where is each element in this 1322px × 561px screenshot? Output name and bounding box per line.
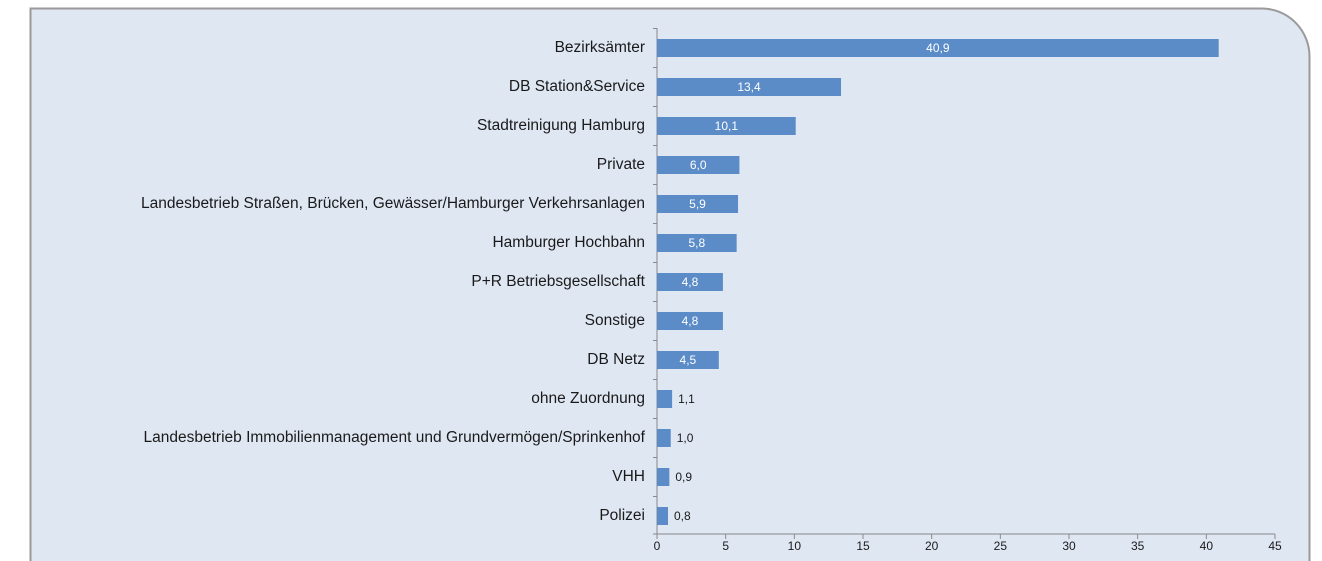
value-label: 40,9 [926, 41, 950, 55]
bar [657, 117, 796, 135]
category-label: Hamburger Hochbahn [492, 234, 645, 251]
x-tick-label: 15 [856, 539, 870, 553]
category-label: Stadtreinigung Hamburg [477, 117, 645, 134]
bar [657, 507, 668, 525]
category-label: Landesbetrieb Straßen, Brücken, Gewässer… [141, 195, 645, 212]
x-tick-label: 5 [722, 539, 729, 553]
category-label: Sonstige [585, 312, 645, 329]
category-label: ohne Zuordnung [531, 390, 645, 407]
value-label: 5,8 [688, 236, 705, 250]
bar [657, 156, 740, 174]
x-tick-label: 40 [1200, 539, 1214, 553]
bar [657, 468, 670, 486]
bar [657, 78, 842, 96]
x-tick-label: 30 [1062, 539, 1076, 553]
bar [657, 273, 723, 291]
bar [657, 234, 737, 252]
x-tick-label: 0 [654, 539, 661, 553]
value-label: 5,9 [689, 197, 706, 211]
bar [657, 429, 671, 447]
x-tick-label: 25 [994, 539, 1008, 553]
value-label: 0,9 [675, 470, 692, 484]
value-label: 10,1 [715, 119, 739, 133]
x-tick-label: 35 [1131, 539, 1145, 553]
value-label: 4,8 [682, 314, 699, 328]
value-label: 1,0 [677, 431, 694, 445]
x-tick-label: 10 [788, 539, 802, 553]
x-tick-label: 45 [1268, 539, 1282, 553]
bar [657, 312, 723, 330]
value-label: 6,0 [690, 158, 707, 172]
bar [657, 39, 1219, 57]
category-label: Landesbetrieb Immobilienmanagement und G… [144, 429, 646, 446]
category-label: Bezirksämter [555, 39, 645, 56]
category-label: Polizei [599, 507, 645, 524]
bar [657, 351, 719, 369]
value-label: 1,1 [678, 392, 695, 406]
value-label: 13,4 [737, 80, 761, 94]
category-label: DB Station&Service [509, 78, 645, 95]
category-label: P+R Betriebsgesellschaft [471, 273, 645, 290]
x-tick-label: 20 [925, 539, 939, 553]
category-label: Private [597, 156, 645, 173]
category-label: VHH [612, 468, 645, 485]
value-label: 4,8 [682, 275, 699, 289]
bar [657, 195, 739, 213]
value-label: 0,8 [674, 509, 691, 523]
bar [657, 390, 673, 408]
category-label: DB Netz [587, 351, 645, 368]
value-label: 4,5 [680, 353, 697, 367]
